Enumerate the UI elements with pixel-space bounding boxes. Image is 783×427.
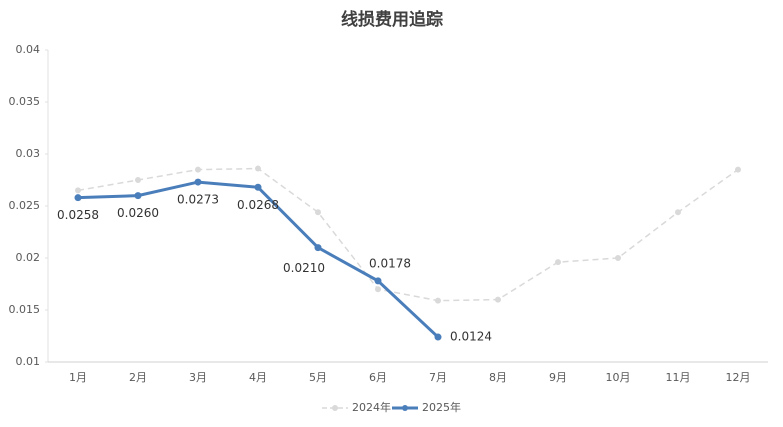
series-point bbox=[615, 255, 621, 261]
data-label: 0.0260 bbox=[117, 206, 159, 220]
data-label: 0.0273 bbox=[177, 193, 219, 207]
data-label: 0.0258 bbox=[57, 208, 99, 222]
series-point bbox=[74, 194, 82, 202]
series-point bbox=[314, 244, 322, 252]
series-point bbox=[375, 286, 381, 293]
series-point bbox=[134, 192, 142, 200]
legend-label: 2025年 bbox=[422, 400, 461, 414]
series-point bbox=[254, 183, 262, 191]
series-point bbox=[194, 178, 202, 186]
series-point bbox=[195, 166, 201, 173]
y-tick-label: 0.02 bbox=[16, 251, 41, 264]
x-tick-label: 5月 bbox=[309, 371, 327, 384]
series-point bbox=[135, 177, 141, 183]
data-label: 0.0178 bbox=[369, 256, 411, 270]
x-tick-label: 11月 bbox=[666, 371, 691, 384]
x-tick-label: 4月 bbox=[249, 371, 267, 384]
x-tick-label: 10月 bbox=[606, 371, 631, 384]
series-point bbox=[75, 187, 81, 194]
series-point bbox=[315, 209, 321, 216]
chart-title: 线损费用追踪 bbox=[341, 9, 443, 30]
series-point bbox=[555, 259, 561, 266]
x-tick-label: 6月 bbox=[369, 371, 387, 384]
y-tick-label: 0.015 bbox=[9, 303, 41, 316]
series-point bbox=[374, 277, 382, 285]
series-point bbox=[735, 166, 741, 173]
series-point bbox=[255, 165, 261, 172]
x-tick-label: 8月 bbox=[489, 371, 507, 384]
x-tick-label: 2月 bbox=[129, 371, 147, 384]
y-tick-label: 0.03 bbox=[16, 147, 41, 160]
legend-dot bbox=[332, 405, 338, 411]
legend-label: 2024年 bbox=[352, 400, 391, 414]
y-tick-label: 0.035 bbox=[9, 95, 41, 108]
x-tick-label: 7月 bbox=[429, 371, 447, 384]
series-point bbox=[495, 296, 501, 303]
series-line bbox=[77, 167, 739, 302]
series-point bbox=[675, 209, 681, 216]
y-tick-label: 0.025 bbox=[9, 199, 41, 212]
y-tick-label: 0.04 bbox=[16, 43, 41, 56]
y-tick-label: 0.01 bbox=[16, 355, 41, 368]
series-point bbox=[434, 333, 442, 341]
x-tick-label: 3月 bbox=[189, 371, 207, 384]
x-tick-label: 9月 bbox=[549, 371, 567, 384]
data-label: 0.0124 bbox=[450, 330, 492, 344]
x-tick-label: 12月 bbox=[726, 371, 751, 384]
data-label: 0.0268 bbox=[237, 198, 279, 212]
series-point bbox=[435, 297, 441, 304]
data-label: 0.0210 bbox=[283, 261, 325, 275]
x-tick-label: 1月 bbox=[69, 371, 87, 384]
legend-dot bbox=[402, 405, 408, 411]
